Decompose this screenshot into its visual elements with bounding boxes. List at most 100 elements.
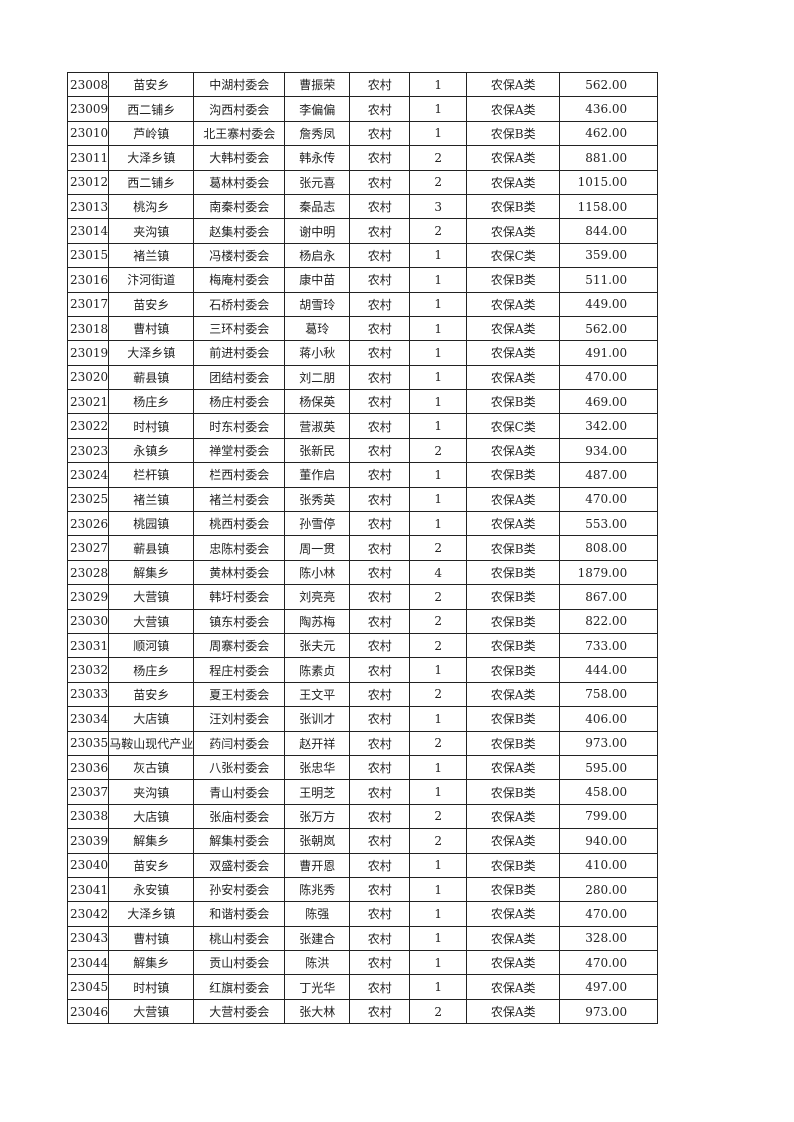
township-cell: 桃沟乡 [108,193,195,220]
amount-cell: 733.00 [559,632,659,659]
id-cell: 23017 [66,291,110,317]
township-cell: 蕲县镇 [108,364,195,391]
township-cell: 褚兰镇 [108,486,195,513]
household-count-cell: 1 [409,657,468,683]
area-type-cell: 农村 [349,950,411,976]
village-cell: 团结村委会 [193,364,286,391]
township-cell: 西二铺乡 [108,96,195,122]
area-type-cell: 农村 [349,462,411,488]
village-cell: 栏西村委会 [193,462,286,488]
village-cell: 夏王村委会 [193,681,286,708]
household-count-cell: 1 [409,852,468,878]
table-row: 23008 苗安乡 中湖村委会 曹振荣 农村 1 农保A类 562.00 [66,71,659,98]
id-cell: 23025 [66,486,110,513]
township-cell: 解集乡 [108,559,195,586]
household-count-cell: 1 [409,950,468,976]
household-count-cell: 1 [409,511,468,537]
table-row: 23012 西二铺乡 葛林村委会 张元喜 农村 2 农保A类 1015.00 [66,169,659,195]
name-cell: 蒋小秋 [284,340,351,366]
amount-cell: 881.00 [559,145,659,171]
id-cell: 23009 [66,96,110,122]
amount-cell: 458.00 [559,779,659,805]
insurance-type-cell: 农保A类 [466,145,561,171]
insurance-type-cell: 农保B类 [466,632,561,659]
name-cell: 张训才 [284,706,351,732]
insurance-type-cell: 农保A类 [466,437,561,464]
household-count-cell: 1 [409,315,468,342]
area-type-cell: 农村 [349,389,411,415]
amount-cell: 1158.00 [559,193,659,220]
name-cell: 王文平 [284,681,351,708]
name-cell: 杨启永 [284,242,351,269]
insurance-type-cell: 农保A类 [466,681,561,708]
table-row: 23023 永镇乡 禅堂村委会 张新民 农村 2 农保A类 934.00 [66,437,659,464]
village-cell: 梅庵村委会 [193,267,286,293]
household-count-cell: 2 [409,632,468,659]
insurance-type-cell: 农保B类 [466,389,561,415]
household-count-cell: 1 [409,901,468,927]
name-cell: 张秀英 [284,486,351,513]
amount-cell: 487.00 [559,462,659,488]
area-type-cell: 农村 [349,291,411,317]
amount-cell: 470.00 [559,486,659,513]
village-cell: 红旗村委会 [193,974,286,1000]
table-row: 23032 杨庄乡 程庄村委会 陈素贞 农村 1 农保B类 444.00 [66,657,659,683]
name-cell: 康中苗 [284,267,351,293]
name-cell: 韩永传 [284,145,351,171]
household-count-cell: 2 [409,681,468,708]
insurance-type-cell: 农保A类 [466,96,561,122]
village-cell: 冯楼村委会 [193,242,286,269]
township-cell: 曹村镇 [108,925,195,952]
id-cell: 23019 [66,340,110,366]
insurance-type-cell: 农保C类 [466,413,561,439]
id-cell: 23020 [66,364,110,391]
village-cell: 张庙村委会 [193,803,286,830]
household-count-cell: 3 [409,193,468,220]
id-cell: 23039 [66,828,110,854]
amount-cell: 470.00 [559,901,659,927]
insurance-type-cell: 农保B类 [466,706,561,732]
table-row: 23046 大营镇 大营村委会 张大林 农村 2 农保A类 973.00 [66,998,659,1025]
name-cell: 营淑英 [284,413,351,439]
table-row: 23033 苗安乡 夏王村委会 王文平 农村 2 农保A类 758.00 [66,681,659,708]
id-cell: 23031 [66,632,110,659]
amount-cell: 406.00 [559,706,659,732]
table-row: 23039 解集乡 解集村委会 张朝岚 农村 2 农保A类 940.00 [66,828,659,854]
township-cell: 汴河街道 [108,267,195,293]
village-cell: 忠陈村委会 [193,535,286,561]
table-row: 23044 解集乡 贡山村委会 陈洪 农村 1 农保A类 470.00 [66,950,659,976]
insurance-type-cell: 农保B类 [466,730,561,756]
township-cell: 西二铺乡 [108,169,195,195]
household-count-cell: 2 [409,584,468,610]
table-row: 23037 夹沟镇 青山村委会 王明芝 农村 1 农保B类 458.00 [66,779,659,805]
amount-cell: 973.00 [559,730,659,756]
name-cell: 刘二朋 [284,364,351,391]
household-count-cell: 1 [409,413,468,439]
area-type-cell: 农村 [349,486,411,513]
amount-cell: 867.00 [559,584,659,610]
table-row: 23036 灰古镇 八张村委会 张忠华 农村 1 农保A类 595.00 [66,754,659,781]
township-cell: 苗安乡 [108,681,195,708]
household-count-cell: 1 [409,340,468,366]
id-cell: 23038 [66,803,110,830]
id-cell: 23022 [66,413,110,439]
area-type-cell: 农村 [349,803,411,830]
id-cell: 23015 [66,242,110,269]
village-cell: 赵集村委会 [193,218,286,244]
id-cell: 23042 [66,901,110,927]
village-cell: 三环村委会 [193,315,286,342]
name-cell: 杨保英 [284,389,351,415]
area-type-cell: 农村 [349,828,411,854]
name-cell: 张建合 [284,925,351,952]
household-count-cell: 2 [409,608,468,634]
name-cell: 谢中明 [284,218,351,244]
township-cell: 大店镇 [108,706,195,732]
area-type-cell: 农村 [349,925,411,952]
insurance-type-cell: 农保A类 [466,950,561,976]
id-cell: 23035 [66,730,110,756]
insurance-type-cell: 农保B类 [466,193,561,220]
id-cell: 23043 [66,925,110,952]
township-cell: 夹沟镇 [108,218,195,244]
name-cell: 陈小林 [284,559,351,586]
id-cell: 23044 [66,950,110,976]
